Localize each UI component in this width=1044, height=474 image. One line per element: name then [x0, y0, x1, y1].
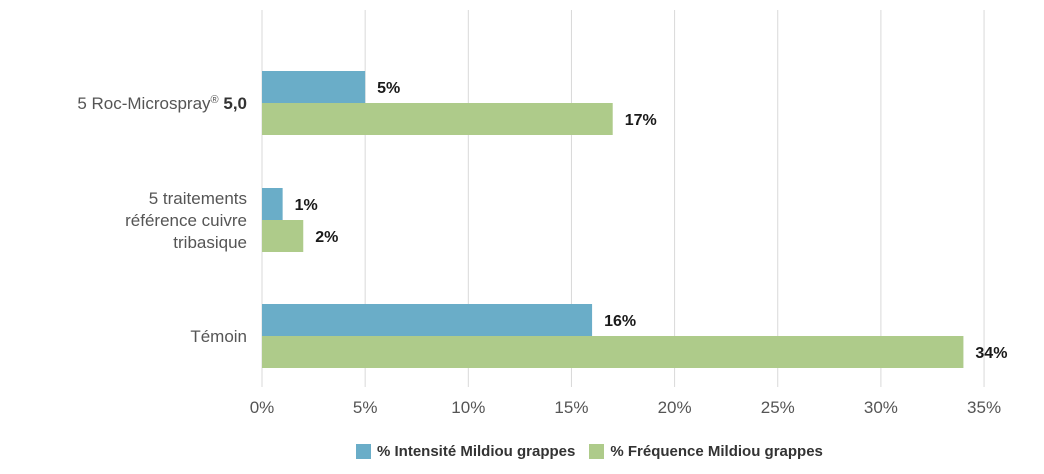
x-tick-label: 15%: [554, 398, 588, 417]
bar-intensite: [262, 71, 366, 103]
legend-item-intensite: % Intensité Mildiou grappes: [356, 443, 575, 460]
x-tick-label: 20%: [658, 398, 692, 417]
x-tick-label: 35%: [967, 398, 1001, 417]
category-label: référence cuivre: [125, 211, 247, 230]
data-label: 2%: [315, 229, 338, 246]
bar-frequence: [262, 103, 613, 135]
bar-frequence: [262, 336, 964, 368]
bar-intensite: [262, 304, 593, 336]
data-label: 34%: [975, 345, 1007, 362]
data-label: 1%: [295, 197, 318, 214]
bar-frequence: [262, 220, 304, 252]
data-label: 16%: [604, 313, 636, 330]
x-tick-label: 25%: [761, 398, 795, 417]
data-label: 5%: [377, 80, 400, 97]
x-tick-label: 0%: [250, 398, 275, 417]
category-labels: 5 Roc-Microspray® 5,0 5 traitements référe…: [77, 94, 247, 346]
category-label: 5 traitements: [149, 189, 247, 208]
legend-label-frequence: % Fréquence Mildiou grappes: [610, 442, 823, 460]
x-tick-label: 5%: [353, 398, 378, 417]
category-label: 5 Roc-Microspray® 5,0: [77, 94, 247, 113]
x-tick-labels: 0% 5% 10% 15% 20% 25% 30% 35%: [250, 398, 1001, 417]
legend-swatch-frequence: [589, 443, 605, 459]
data-labels: 5% 17% 1% 2% 16% 34%: [295, 80, 1008, 362]
legend-swatch-intensite: [356, 443, 371, 459]
legend: % Intensité Mildiou grappes % Fréquence …: [356, 441, 823, 461]
bars-group: [262, 71, 964, 368]
bar-intensite: [262, 188, 283, 220]
category-label: tribasique: [173, 233, 247, 252]
x-tick-label: 10%: [451, 398, 485, 417]
x-tick-label: 30%: [864, 398, 898, 417]
data-label: 17%: [625, 112, 657, 129]
category-label: Témoin: [190, 327, 247, 346]
legend-item-frequence: % Fréquence Mildiou grappes: [589, 443, 823, 460]
legend-label-intensite: % Intensité Mildiou grappes: [377, 442, 576, 460]
